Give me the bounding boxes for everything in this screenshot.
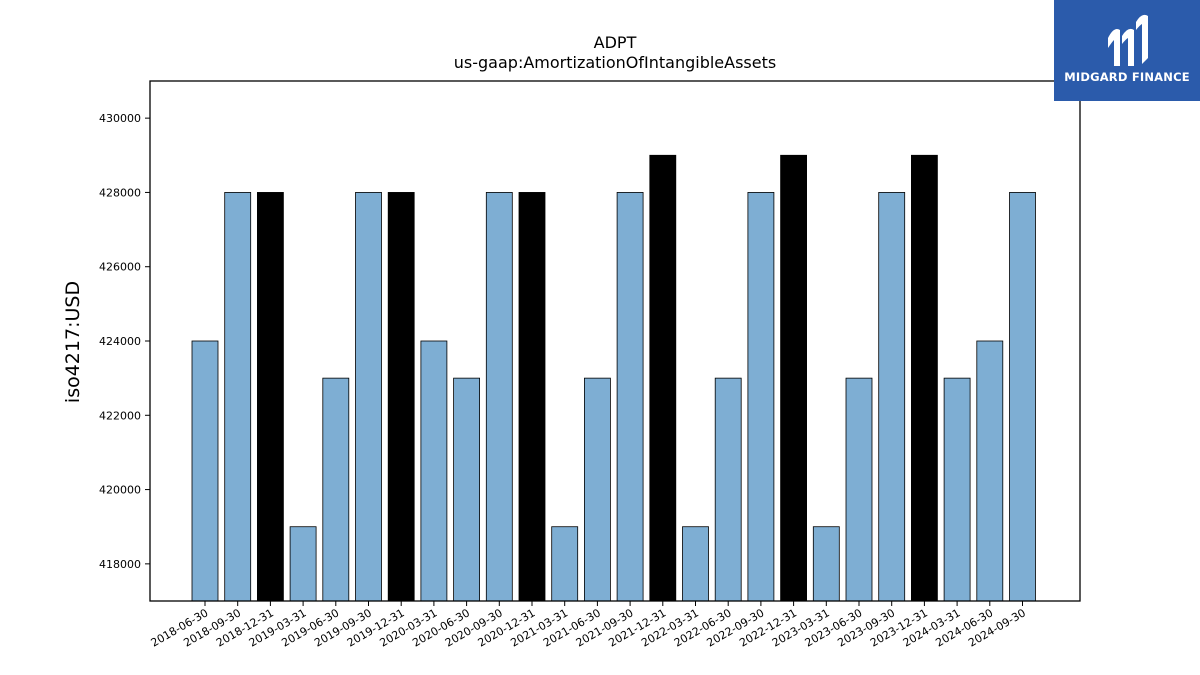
y-axis: 418000 420000 422000 424000 426000 428000 4300… xyxy=(99,112,150,571)
logo-text: MIDGARD FINANCE xyxy=(1064,70,1190,84)
bar-2024-06-30 xyxy=(976,340,1004,602)
bar-2021-03-31 xyxy=(551,526,579,602)
y-tick-label: 426000 xyxy=(99,261,141,274)
bar-2021-06-30 xyxy=(584,377,611,602)
brand-logo: MIDGARD FINANCE xyxy=(1054,0,1200,101)
y-tick-label: 420000 xyxy=(99,484,141,497)
bar-2019-09-30 xyxy=(355,192,382,602)
chart-subtitle: us-gaap:AmortizationOfIntangibleAssets xyxy=(454,53,776,72)
logo-mark-icon xyxy=(1108,14,1148,66)
bar-2024-03-31 xyxy=(943,377,971,602)
y-axis-label: iso4217:USD xyxy=(62,281,84,403)
bar-2019-12-31 xyxy=(387,192,415,602)
x-axis: 2018-06-302018-09-302018-12-312019-03-31… xyxy=(149,601,1028,650)
y-tick-label: 430000 xyxy=(99,112,141,125)
y-tick-label: 424000 xyxy=(99,335,141,348)
plot-frame xyxy=(149,80,1081,602)
chart-title: ADPT xyxy=(594,33,637,52)
bars-group xyxy=(191,154,1036,602)
bar-2021-12-31 xyxy=(649,154,677,602)
bar-2020-03-31 xyxy=(420,340,448,602)
bar-2019-06-30 xyxy=(322,377,350,602)
bar-2023-09-30 xyxy=(878,192,906,602)
bar-2018-12-31 xyxy=(256,192,284,602)
y-tick-label: 418000 xyxy=(99,558,141,571)
bar-2018-06-30 xyxy=(191,340,219,602)
bar-2024-09-30 xyxy=(1009,192,1036,602)
y-tick-label: 422000 xyxy=(99,409,141,422)
bar-2018-09-30 xyxy=(224,192,252,602)
bar-2022-03-31 xyxy=(682,526,709,602)
bar-2022-06-30 xyxy=(714,377,742,602)
bar-2022-09-30 xyxy=(747,192,775,602)
bar-2019-03-31 xyxy=(289,526,317,602)
bar-2023-03-31 xyxy=(812,526,840,602)
bar-2020-09-30 xyxy=(485,192,513,602)
y-tick-label: 428000 xyxy=(99,186,141,199)
bar-2023-12-31 xyxy=(911,154,938,602)
bar-2021-09-30 xyxy=(616,192,644,602)
bar-2020-12-31 xyxy=(518,192,546,602)
bar-2023-06-30 xyxy=(845,377,873,602)
bar-2022-12-31 xyxy=(780,154,807,602)
bar-2020-06-30 xyxy=(453,377,481,602)
